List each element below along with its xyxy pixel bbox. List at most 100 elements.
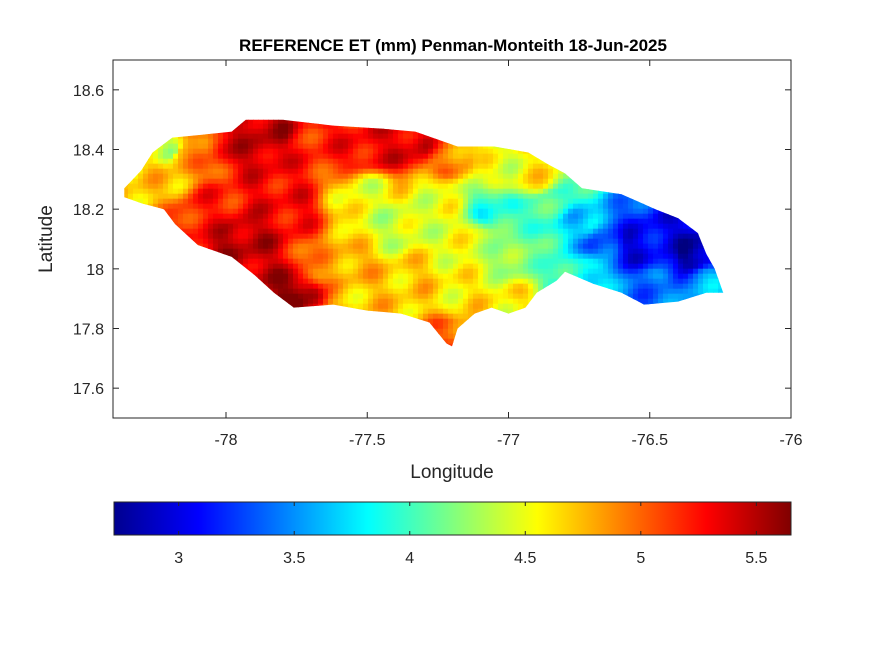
et-cell (468, 148, 474, 155)
et-cell (323, 163, 329, 170)
et-cell (323, 153, 329, 160)
et-cell (363, 158, 369, 165)
et-cell (318, 133, 324, 140)
et-cell (458, 168, 464, 175)
et-cell (368, 188, 374, 195)
et-cell (353, 203, 359, 210)
et-cell (193, 233, 199, 240)
et-cell (293, 248, 299, 255)
et-cell (363, 163, 369, 170)
et-cell (423, 203, 429, 210)
et-cell (498, 268, 504, 275)
et-cell (423, 303, 429, 310)
et-cell (508, 198, 514, 205)
et-cell (318, 128, 324, 135)
et-cell (328, 218, 334, 225)
et-cell (298, 223, 304, 230)
et-cell (278, 293, 284, 300)
et-cell (488, 233, 494, 240)
et-cell (248, 253, 254, 260)
et-cell (328, 193, 334, 200)
et-cell (288, 268, 294, 275)
et-cell (358, 143, 364, 150)
et-cell (623, 278, 629, 285)
et-cell (398, 288, 404, 295)
et-cell (338, 293, 344, 300)
et-cell (368, 153, 374, 160)
et-cell (398, 133, 404, 140)
et-cell (433, 233, 439, 240)
et-cell (618, 203, 624, 210)
et-cell (683, 258, 689, 265)
et-cell (263, 203, 269, 210)
et-cell (153, 198, 159, 205)
et-cell (248, 133, 254, 140)
et-cell (368, 278, 374, 285)
et-cell (353, 223, 359, 230)
et-cell (533, 273, 539, 280)
et-cell (178, 158, 184, 165)
et-cell (423, 218, 429, 225)
et-cell (538, 173, 544, 180)
et-cell (488, 293, 494, 300)
et-cell (463, 183, 469, 190)
et-cell (498, 283, 504, 290)
et-cell (668, 218, 674, 225)
et-cell (308, 198, 314, 205)
et-cell (423, 183, 429, 190)
et-cell (498, 223, 504, 230)
et-cell (688, 228, 694, 235)
et-cell (218, 208, 224, 215)
et-cell (288, 138, 294, 145)
et-cell (538, 178, 544, 185)
et-cell (658, 263, 664, 270)
et-cell (503, 238, 509, 245)
et-cell (198, 163, 204, 170)
et-cell (588, 193, 594, 200)
et-cell (213, 193, 219, 200)
et-cell (193, 178, 199, 185)
et-cell (468, 243, 474, 250)
et-cell (458, 248, 464, 255)
et-cell (128, 193, 134, 200)
et-cell (558, 198, 564, 205)
et-cell (313, 168, 319, 175)
et-cell (323, 158, 329, 165)
et-cell (448, 188, 454, 195)
et-cell (183, 203, 189, 210)
et-cell (563, 238, 569, 245)
et-cell (363, 213, 369, 220)
et-cell (273, 263, 279, 270)
et-cell (278, 253, 284, 260)
et-cell (458, 198, 464, 205)
et-cell (413, 278, 419, 285)
et-cell (283, 268, 289, 275)
et-cell (438, 208, 444, 215)
et-cell (223, 178, 229, 185)
et-cell (463, 298, 469, 305)
et-cell (178, 173, 184, 180)
et-cell (568, 183, 574, 190)
et-cell (503, 263, 509, 270)
et-cell (363, 203, 369, 210)
et-cell (458, 253, 464, 260)
et-cell (368, 238, 374, 245)
et-cell (303, 158, 309, 165)
et-cell (698, 273, 704, 280)
et-cell (378, 253, 384, 260)
et-cell (423, 258, 429, 265)
et-cell (508, 263, 514, 270)
et-cell (448, 193, 454, 200)
et-cell (218, 248, 224, 255)
et-cell (223, 143, 229, 150)
et-cell (408, 278, 414, 285)
et-cell (523, 203, 529, 210)
et-cell (598, 208, 604, 215)
et-cell (373, 283, 379, 290)
et-cell (388, 223, 394, 230)
et-cell (488, 213, 494, 220)
et-cell (223, 238, 229, 245)
et-cell (208, 188, 214, 195)
et-cell (553, 193, 559, 200)
et-cell (438, 238, 444, 245)
